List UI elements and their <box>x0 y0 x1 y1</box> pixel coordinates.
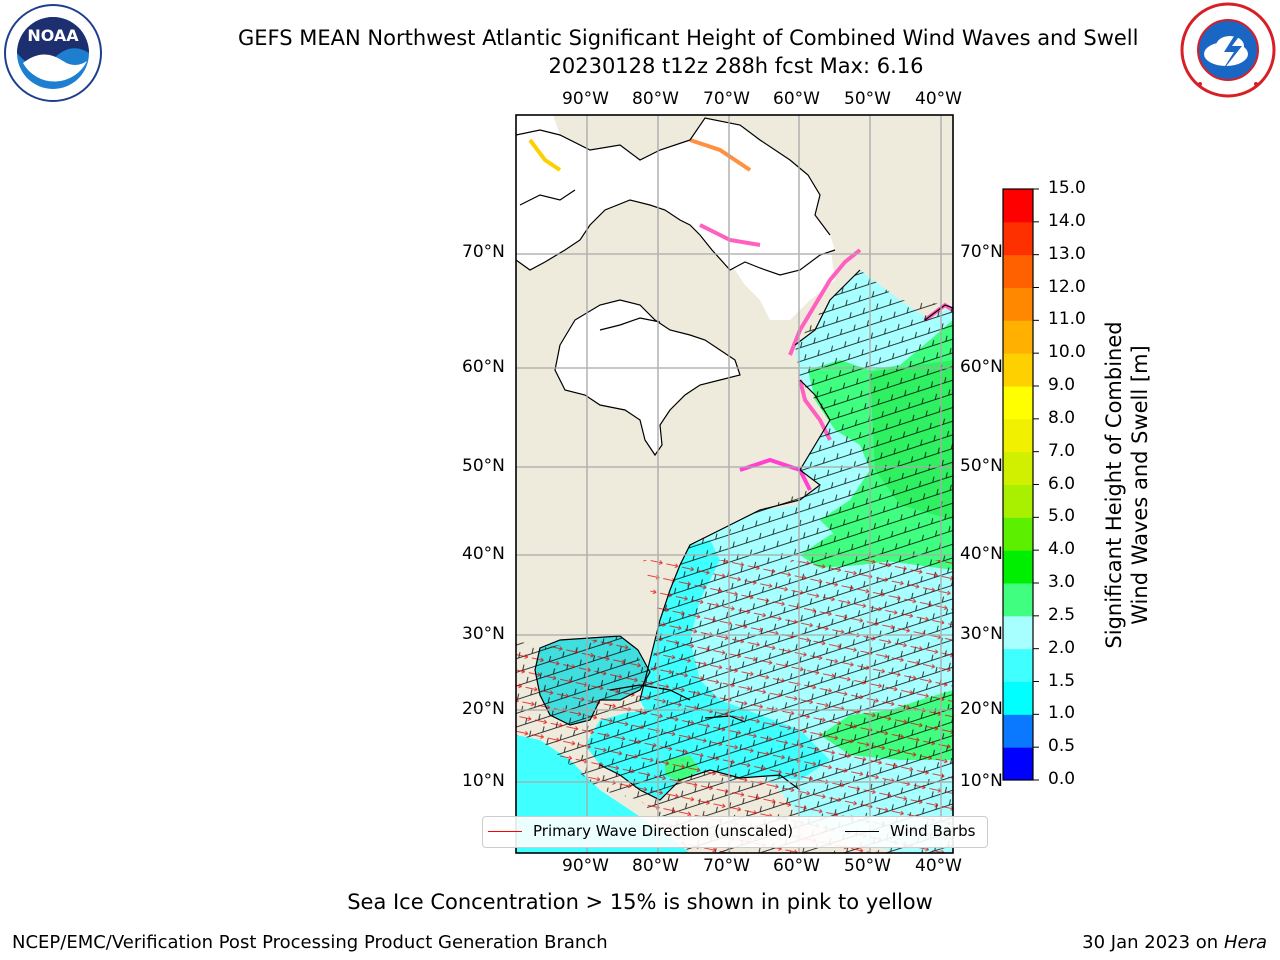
colorbar-swatch <box>1003 254 1033 288</box>
chart-subtitle: 20230128 t12z 288h fcst Max: 6.16 <box>548 54 924 78</box>
colorbar-swatch <box>1003 681 1033 715</box>
colorbar-tick-label: 6.0 <box>1048 473 1076 494</box>
lat-tick-right: 40°N <box>960 544 1003 564</box>
colorbar-tick-label: 1.5 <box>1048 670 1076 691</box>
colorbar-tick-label: 15.0 <box>1048 178 1086 198</box>
colorbar-swatch <box>1003 648 1033 682</box>
lon-tick-top: 80°W <box>632 89 679 109</box>
colorbar-swatch <box>1003 517 1033 551</box>
colorbar-swatch <box>1003 353 1033 387</box>
lat-tick-left: 50°N <box>462 456 505 476</box>
org-credit: NCEP/EMC/Verification Post Processing Pr… <box>12 932 608 953</box>
colorbar-tick-label: 2.5 <box>1048 604 1076 625</box>
lat-tick-right: 10°N <box>960 771 1003 791</box>
colorbar-swatch <box>1003 320 1033 354</box>
lon-tick-top: 60°W <box>773 89 820 109</box>
colorbar-swatch <box>1003 747 1033 781</box>
colorbar-swatch <box>1003 484 1033 518</box>
colorbar-tick-label: 1.0 <box>1048 703 1076 724</box>
coastlines <box>516 117 953 801</box>
wind-barb-swatch <box>845 831 879 832</box>
wave-direction-label: Primary Wave Direction (unscaled) <box>533 822 794 840</box>
lon-tick-top: 50°W <box>844 89 891 109</box>
lat-tick-left: 20°N <box>462 699 505 719</box>
lon-tick-bottom: 40°W <box>915 856 962 876</box>
lon-tick-top: 70°W <box>703 89 750 109</box>
noaa-logo-icon: NOAA <box>4 4 102 102</box>
colorbar-tick-label: 0.5 <box>1048 736 1076 757</box>
colorbar-tick-label: 10.0 <box>1048 342 1086 363</box>
lon-tick-top: 40°W <box>915 89 962 109</box>
colorbar-tick-label: 4.0 <box>1048 539 1076 560</box>
lon-tick-bottom: 50°W <box>844 856 891 876</box>
chart-title: GEFS MEAN Northwest Atlantic Significant… <box>238 26 1139 50</box>
run-date-text: 30 Jan 2023 on <box>1082 932 1224 953</box>
run-date: 30 Jan 2023 on Hera <box>1082 932 1267 953</box>
colorbar-label-line1: Significant Height of Combined <box>1102 321 1126 649</box>
colorbar-tick-label: 0.0 <box>1048 769 1076 789</box>
colorbar-tick-label: 13.0 <box>1048 243 1086 264</box>
lat-tick-right: 30°N <box>960 624 1003 644</box>
colorbar-tick-label: 12.0 <box>1048 276 1086 297</box>
lon-tick-bottom: 70°W <box>703 856 750 876</box>
colorbar-tick-label: 2.0 <box>1048 637 1076 658</box>
lat-tick-left: 40°N <box>462 544 505 564</box>
colorbar-tick-label: 8.0 <box>1048 407 1076 428</box>
wind-barb-label: Wind Barbs <box>890 822 976 840</box>
lon-tick-top: 90°W <box>562 89 609 109</box>
colorbar-tick-label: 14.0 <box>1048 210 1086 231</box>
colorbar-swatch <box>1003 550 1033 584</box>
map-area <box>516 115 953 853</box>
lon-tick-bottom: 90°W <box>562 856 609 876</box>
colorbar-swatch <box>1003 386 1033 420</box>
colorbar-label: Significant Height of Combined Wind Wave… <box>1101 321 1153 648</box>
colorbar-swatch <box>1003 714 1033 748</box>
lon-tick-bottom: 80°W <box>632 856 679 876</box>
map-frame <box>515 114 954 854</box>
colorbar-label-line2: Wind Waves and Swell [m] <box>1128 345 1152 625</box>
colorbar-tick-label: 9.0 <box>1048 375 1076 395</box>
hudson-bay <box>555 300 740 455</box>
colorbar <box>1002 188 1039 781</box>
noaa-logo-text: NOAA <box>27 26 79 45</box>
nws-logo-icon <box>1180 2 1276 98</box>
colorbar-tick-label: 3.0 <box>1048 572 1076 592</box>
wave-direction-field <box>516 560 953 853</box>
lat-tick-left: 30°N <box>462 624 505 644</box>
colorbar-swatch <box>1003 287 1033 321</box>
colorbar-swatch <box>1003 221 1033 256</box>
graticule <box>516 115 953 853</box>
lat-tick-left: 60°N <box>462 357 505 377</box>
colorbar-swatch <box>1003 451 1033 485</box>
colorbar-swatch <box>1003 189 1033 223</box>
colorbar-swatch <box>1003 583 1033 617</box>
lat-tick-left: 70°N <box>462 242 505 262</box>
lat-tick-right: 60°N <box>960 357 1003 377</box>
sea-ice-note: Sea Ice Concentration > 15% is shown in … <box>347 890 933 914</box>
colorbar-tick-label: 5.0 <box>1048 506 1076 527</box>
map-legend: Primary Wave Direction (unscaled) Wind B… <box>482 816 988 848</box>
colorbar-swatch <box>1003 418 1033 453</box>
lat-tick-left: 10°N <box>462 771 505 791</box>
wave-direction-swatch <box>488 831 522 832</box>
title-area: GEFS MEAN Northwest Atlantic Significant… <box>0 0 1180 90</box>
colorbar-swatch <box>1003 615 1033 650</box>
colorbar-tick-label: 7.0 <box>1048 440 1076 461</box>
host-name: Hera <box>1223 932 1267 953</box>
lat-tick-right: 50°N <box>960 456 1003 476</box>
lat-tick-right: 70°N <box>960 242 1003 262</box>
colorbar-tick-label: 11.0 <box>1048 309 1086 330</box>
lat-tick-right: 20°N <box>960 699 1003 719</box>
lon-tick-bottom: 60°W <box>773 856 820 876</box>
